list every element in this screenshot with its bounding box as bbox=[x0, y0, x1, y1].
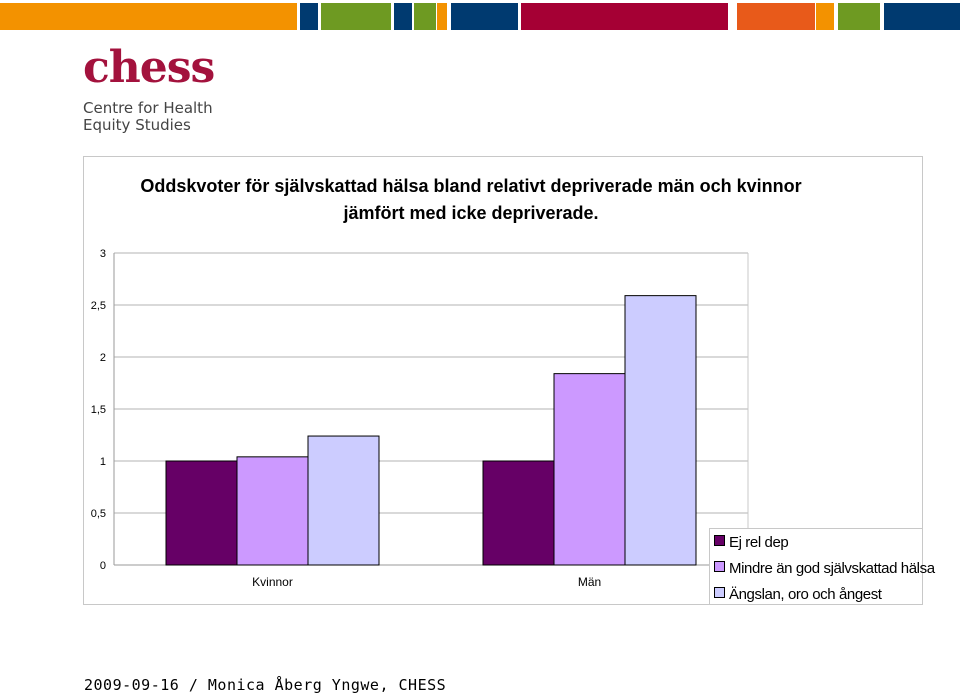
bar bbox=[165, 460, 238, 566]
bar bbox=[482, 460, 555, 566]
footer-text: 2009-09-16 / Monica Åberg Yngwe, CHESS bbox=[84, 676, 447, 694]
bar bbox=[307, 435, 380, 566]
y-tick-label: 1,5 bbox=[91, 404, 106, 416]
brand-stripe bbox=[300, 3, 318, 30]
brand-stripe bbox=[451, 3, 518, 30]
logo-subtitle-line1: Centre for Health bbox=[83, 99, 213, 117]
y-tick-label: 0,5 bbox=[91, 508, 106, 520]
brand-stripe bbox=[737, 3, 815, 30]
legend-swatch bbox=[714, 535, 725, 546]
brand-stripe bbox=[394, 3, 412, 30]
bar bbox=[553, 373, 626, 566]
brand-stripe bbox=[414, 3, 436, 30]
brand-stripe bbox=[0, 3, 297, 30]
brand-stripe bbox=[437, 3, 447, 30]
chart-title-line1: Oddskvoter för självskattad hälsa bland … bbox=[140, 176, 802, 196]
y-tick-label: 1 bbox=[100, 456, 106, 468]
brand-stripe bbox=[838, 3, 880, 30]
legend-item-2: Mindre än god självskattad hälsa bbox=[714, 560, 935, 577]
chart-legend: Ej rel dep Mindre än god självskattad hä… bbox=[709, 528, 935, 605]
logo-wordmark: chess bbox=[83, 42, 215, 93]
chart-title: Oddskvoter för självskattad hälsa bland … bbox=[113, 173, 829, 227]
bar bbox=[624, 295, 697, 566]
x-category-label: Kvinnor bbox=[252, 575, 293, 589]
bar bbox=[236, 456, 309, 566]
chess-logo: chess Centre for Health Equity Studies bbox=[83, 46, 223, 141]
y-tick-label: 2,5 bbox=[91, 300, 106, 312]
logo-subtitle-line2: Equity Studies bbox=[83, 116, 191, 134]
chart-title-line2: jämfört med icke depriverade. bbox=[343, 203, 599, 223]
chart-frame bbox=[83, 156, 923, 605]
y-tick-label: 3 bbox=[100, 248, 106, 260]
brand-color-bar bbox=[0, 0, 960, 30]
legend-label: Ängslan, oro och ångest bbox=[729, 586, 882, 603]
brand-stripe bbox=[884, 3, 960, 30]
legend-label: Mindre än god självskattad hälsa bbox=[729, 560, 935, 577]
legend-item-1: Ej rel dep bbox=[714, 534, 789, 551]
x-category-label: Män bbox=[578, 575, 601, 589]
legend-item-3: Ängslan, oro och ångest bbox=[714, 586, 882, 603]
brand-stripe bbox=[321, 3, 391, 30]
legend-label: Ej rel dep bbox=[729, 534, 789, 551]
y-tick-label: 2 bbox=[100, 352, 106, 364]
legend-swatch bbox=[714, 587, 725, 598]
brand-stripe bbox=[816, 3, 834, 30]
y-tick-label: 0 bbox=[100, 560, 106, 572]
brand-stripe bbox=[521, 3, 728, 30]
legend-swatch bbox=[714, 561, 725, 572]
